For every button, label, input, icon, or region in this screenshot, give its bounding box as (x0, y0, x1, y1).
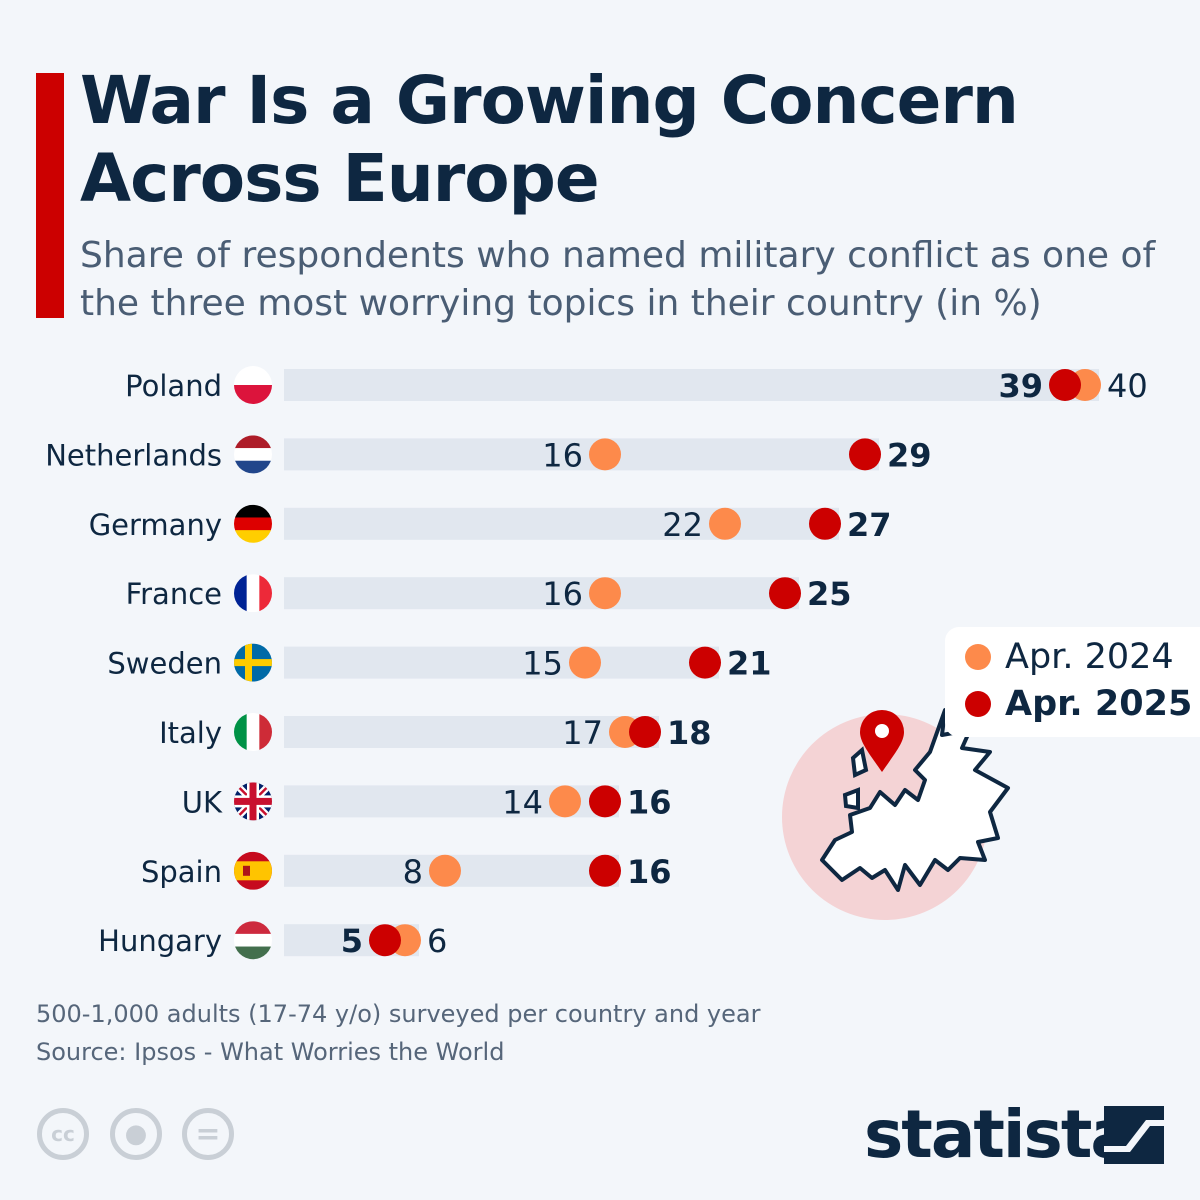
italy-flag-icon (234, 713, 272, 751)
category-label: Hungary (98, 924, 222, 958)
value-label-2025: 27 (847, 506, 892, 544)
row-italy: Italy 17 18 (159, 713, 712, 752)
dot-apr-2024 (549, 785, 581, 818)
value-label-2024: 22 (662, 506, 703, 544)
chart-title: War Is a Growing Concern Across Europe (80, 62, 1019, 217)
dot-apr-2025 (369, 924, 401, 957)
island-icon (850, 746, 869, 778)
value-label-2024: 15 (522, 645, 563, 683)
value-label-2025: 39 (998, 367, 1043, 405)
germany-flag-icon (234, 504, 272, 543)
bar-track (284, 507, 839, 540)
hungary-flag-icon (234, 921, 272, 960)
category-label: Germany (89, 508, 222, 542)
dot-apr-2024 (589, 577, 621, 610)
bar-track (284, 369, 1099, 401)
row-sweden: Sweden 15 21 (107, 643, 772, 683)
value-label-2024: 40 (1107, 367, 1148, 405)
island-icon (842, 787, 860, 811)
attribution-icon[interactable]: ● (110, 1108, 162, 1160)
bar-track (284, 438, 879, 471)
dot-apr-2025 (689, 646, 721, 679)
red-dot-icon (965, 691, 991, 717)
europe-map-illustration (782, 708, 1010, 920)
value-label-2024: 8 (403, 853, 423, 891)
source-note: Source: Ipsos - What Worries the World (36, 1038, 505, 1066)
dot-apr-2025 (849, 438, 881, 471)
dot-apr-2025 (769, 577, 801, 610)
bar-track (284, 646, 719, 679)
row-spain: Spain 8 16 (141, 851, 672, 891)
uk-flag-icon (234, 782, 272, 821)
dot-apr-2024 (589, 438, 621, 471)
value-label-2024: 16 (542, 575, 583, 613)
row-hungary: Hungary 5 6 (98, 921, 447, 960)
category-label: France (126, 577, 222, 611)
statista-logo[interactable]: statista (864, 1096, 1135, 1173)
row-france: France 16 25 (126, 574, 852, 613)
europe-map-icon (820, 708, 1010, 892)
spain-flag-icon (234, 851, 272, 890)
dot-apr-2025 (589, 785, 621, 818)
value-label-2025: 25 (807, 575, 852, 613)
value-label-2024: 17 (562, 714, 603, 752)
netherlands-flag-icon (234, 435, 272, 474)
statista-logo-mark-icon (1104, 1106, 1164, 1164)
dot-apr-2024 (429, 854, 461, 887)
value-label-2025: 21 (727, 645, 772, 683)
legend: Apr. 2024 Apr. 2025 (945, 627, 1200, 737)
value-label-2025: 29 (887, 436, 932, 474)
dot-apr-2025 (809, 507, 841, 540)
category-label: UK (182, 785, 223, 819)
sweden-flag-icon (234, 643, 272, 682)
title-accent-bar (36, 73, 64, 318)
value-label-2025: 18 (667, 714, 712, 752)
category-label: Spain (141, 855, 222, 889)
value-label-2025: 16 (627, 853, 672, 891)
no-derivatives-icon[interactable]: = (182, 1108, 234, 1160)
cc-icon[interactable]: cc (37, 1108, 89, 1160)
legend-item-2025: Apr. 2025 (965, 684, 1192, 724)
row-netherlands: Netherlands 16 29 (45, 435, 932, 474)
value-label-2024: 14 (502, 783, 543, 821)
row-germany: Germany 22 27 (89, 504, 892, 544)
category-label: Poland (125, 369, 222, 403)
chart-subtitle: Share of respondents who named military … (80, 235, 1156, 324)
orange-dot-icon (965, 644, 991, 670)
survey-note: 500-1,000 adults (17-74 y/o) surveyed pe… (36, 1000, 761, 1028)
row-uk: UK 14 16 (182, 782, 672, 821)
value-label-2024: 16 (542, 436, 583, 474)
dot-apr-2025 (589, 854, 621, 887)
legend-label: Apr. 2024 (1005, 637, 1174, 677)
location-pin-icon (860, 710, 904, 772)
france-flag-icon (234, 574, 272, 613)
value-label-2024: 6 (427, 922, 447, 960)
bar-track (284, 716, 659, 748)
dot-apr-2025 (1049, 369, 1081, 401)
dot-apr-2024 (569, 646, 601, 679)
category-label: Sweden (107, 647, 222, 681)
dumbbell-chart: Poland 39 40 Netherlands 16 29 Germany 22 27 Fran… (45, 366, 1148, 960)
value-label-2025: 16 (627, 783, 672, 821)
dot-apr-2024 (709, 507, 741, 540)
bar-track (284, 577, 799, 610)
row-poland: Poland 39 40 (125, 366, 1148, 405)
legend-item-2024: Apr. 2024 (965, 637, 1174, 677)
value-label-2025: 5 (341, 922, 363, 960)
category-label: Italy (159, 716, 222, 750)
pin-hole (875, 724, 889, 738)
category-label: Netherlands (45, 438, 222, 472)
legend-label: Apr. 2025 (1005, 684, 1193, 724)
dot-apr-2025 (629, 716, 661, 748)
poland-flag-icon (234, 366, 272, 404)
